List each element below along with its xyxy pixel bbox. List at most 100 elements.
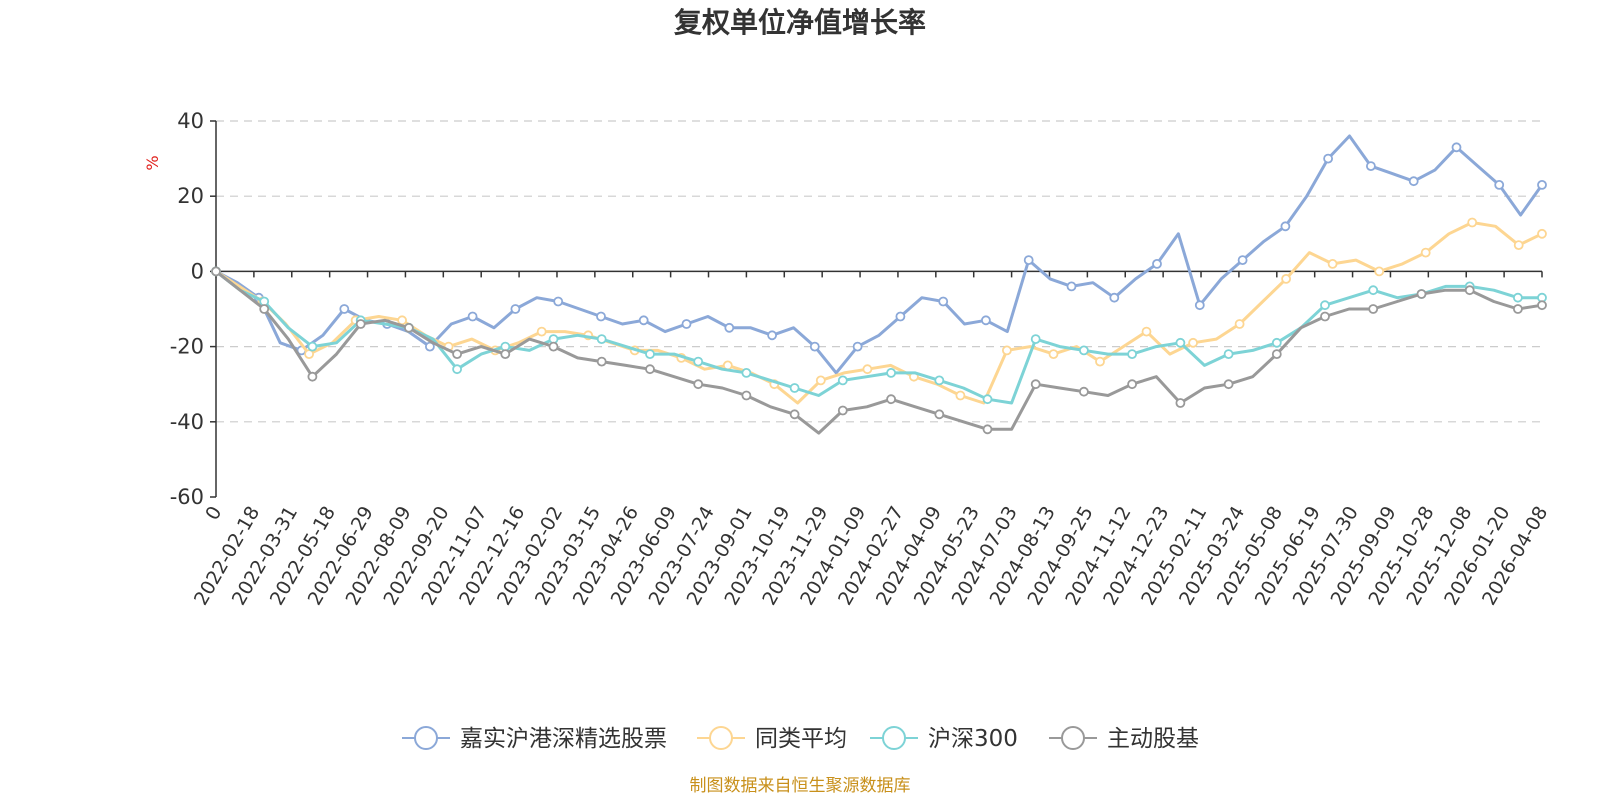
data-point (1194, 300, 1205, 311)
data-point (1494, 179, 1505, 190)
source-note: 制图数据来自恒生聚源数据库 (690, 776, 911, 796)
data-point (1537, 179, 1547, 190)
data-point (596, 311, 606, 322)
data-point (259, 304, 270, 314)
data-point (681, 319, 692, 329)
data-point (1223, 379, 1234, 390)
y-tick-label: -20 (170, 335, 204, 359)
data-point (1234, 319, 1245, 329)
data-point (886, 394, 896, 405)
legend-label: 沪深300 (928, 726, 1018, 752)
data-point (938, 296, 949, 307)
data-point (1127, 349, 1137, 360)
data-point (982, 394, 993, 405)
data-point (981, 315, 991, 326)
data-point (1327, 258, 1338, 269)
data-point (548, 341, 559, 352)
data-point (741, 390, 752, 401)
y-axis-unit: % (143, 155, 162, 170)
data-point (307, 371, 318, 382)
data-point (1513, 292, 1523, 303)
series-line-4 (215, 270, 1543, 435)
data-point (1320, 311, 1330, 322)
data-point (934, 375, 945, 386)
series-line-1 (215, 134, 1544, 375)
series-line-2 (215, 221, 1543, 405)
data-point (982, 424, 993, 435)
legend-item-1[interactable]: 嘉实沪港深精选股票 (402, 726, 667, 752)
y-tick-label: 40 (177, 109, 204, 133)
data-point (596, 334, 607, 345)
data-point (1030, 334, 1041, 345)
data-point (1109, 292, 1120, 303)
data-point (895, 311, 906, 322)
data-point (1513, 304, 1523, 314)
data-point (862, 364, 873, 375)
data-point (638, 315, 649, 326)
data-point (1368, 304, 1379, 314)
data-point (693, 356, 704, 367)
data-point (1127, 379, 1137, 390)
data-point (1095, 356, 1105, 367)
data-point (339, 304, 350, 314)
data-point (741, 367, 752, 378)
data-point (307, 341, 318, 352)
data-point (1141, 326, 1152, 337)
data-point (403, 322, 414, 333)
data-point (1152, 258, 1162, 269)
series-lines (211, 134, 1547, 435)
data-point (1281, 273, 1291, 284)
data-point (1280, 221, 1291, 232)
y-tick-label: 0 (191, 259, 204, 283)
data-point (1271, 349, 1282, 360)
legend-label: 主动股基 (1107, 726, 1199, 752)
data-point (452, 364, 463, 375)
legend-label: 同类平均 (755, 726, 847, 752)
data-point (397, 315, 408, 326)
legend-label: 嘉实沪港深精选股票 (460, 726, 667, 752)
data-point (510, 304, 521, 314)
legend-marker (1061, 726, 1085, 750)
data-point (645, 349, 655, 360)
legend: 嘉实沪港深精选股票 同类平均 沪深300 主动股基 (402, 726, 1199, 752)
data-point (934, 409, 945, 420)
legend-item-4[interactable]: 主动股基 (1049, 726, 1199, 752)
legend-item-3[interactable]: 沪深300 (870, 726, 1018, 752)
data-point (355, 319, 366, 329)
data-point (789, 409, 800, 420)
data-point (1030, 379, 1041, 390)
data-point (767, 330, 777, 341)
data-point (1079, 345, 1089, 356)
data-point (837, 405, 848, 416)
legend-marker (709, 726, 733, 750)
data-point (452, 349, 463, 360)
data-point (1420, 247, 1431, 258)
data-point (500, 349, 511, 360)
data-point (886, 367, 896, 378)
data-point (536, 326, 547, 337)
data-point (724, 322, 735, 333)
data-point (1271, 337, 1282, 348)
data-point (809, 341, 820, 352)
data-point (553, 296, 564, 307)
data-point (1223, 349, 1234, 360)
data-point (1066, 281, 1077, 292)
data-point (1374, 266, 1385, 277)
data-point (1323, 153, 1333, 164)
data-point (1537, 228, 1547, 239)
data-point (1366, 161, 1376, 172)
data-point (1175, 337, 1186, 348)
data-point (1048, 349, 1059, 360)
data-point (1467, 217, 1478, 228)
data-point (789, 383, 800, 393)
data-point (1368, 285, 1379, 296)
data-point (1237, 255, 1248, 266)
data-point (1464, 285, 1475, 296)
data-point (1188, 337, 1198, 348)
data-point (955, 390, 966, 401)
grid-lines (216, 120, 1542, 423)
legend-item-2[interactable]: 同类平均 (697, 726, 847, 752)
data-point (815, 375, 826, 386)
y-tick-label: 20 (177, 184, 204, 208)
